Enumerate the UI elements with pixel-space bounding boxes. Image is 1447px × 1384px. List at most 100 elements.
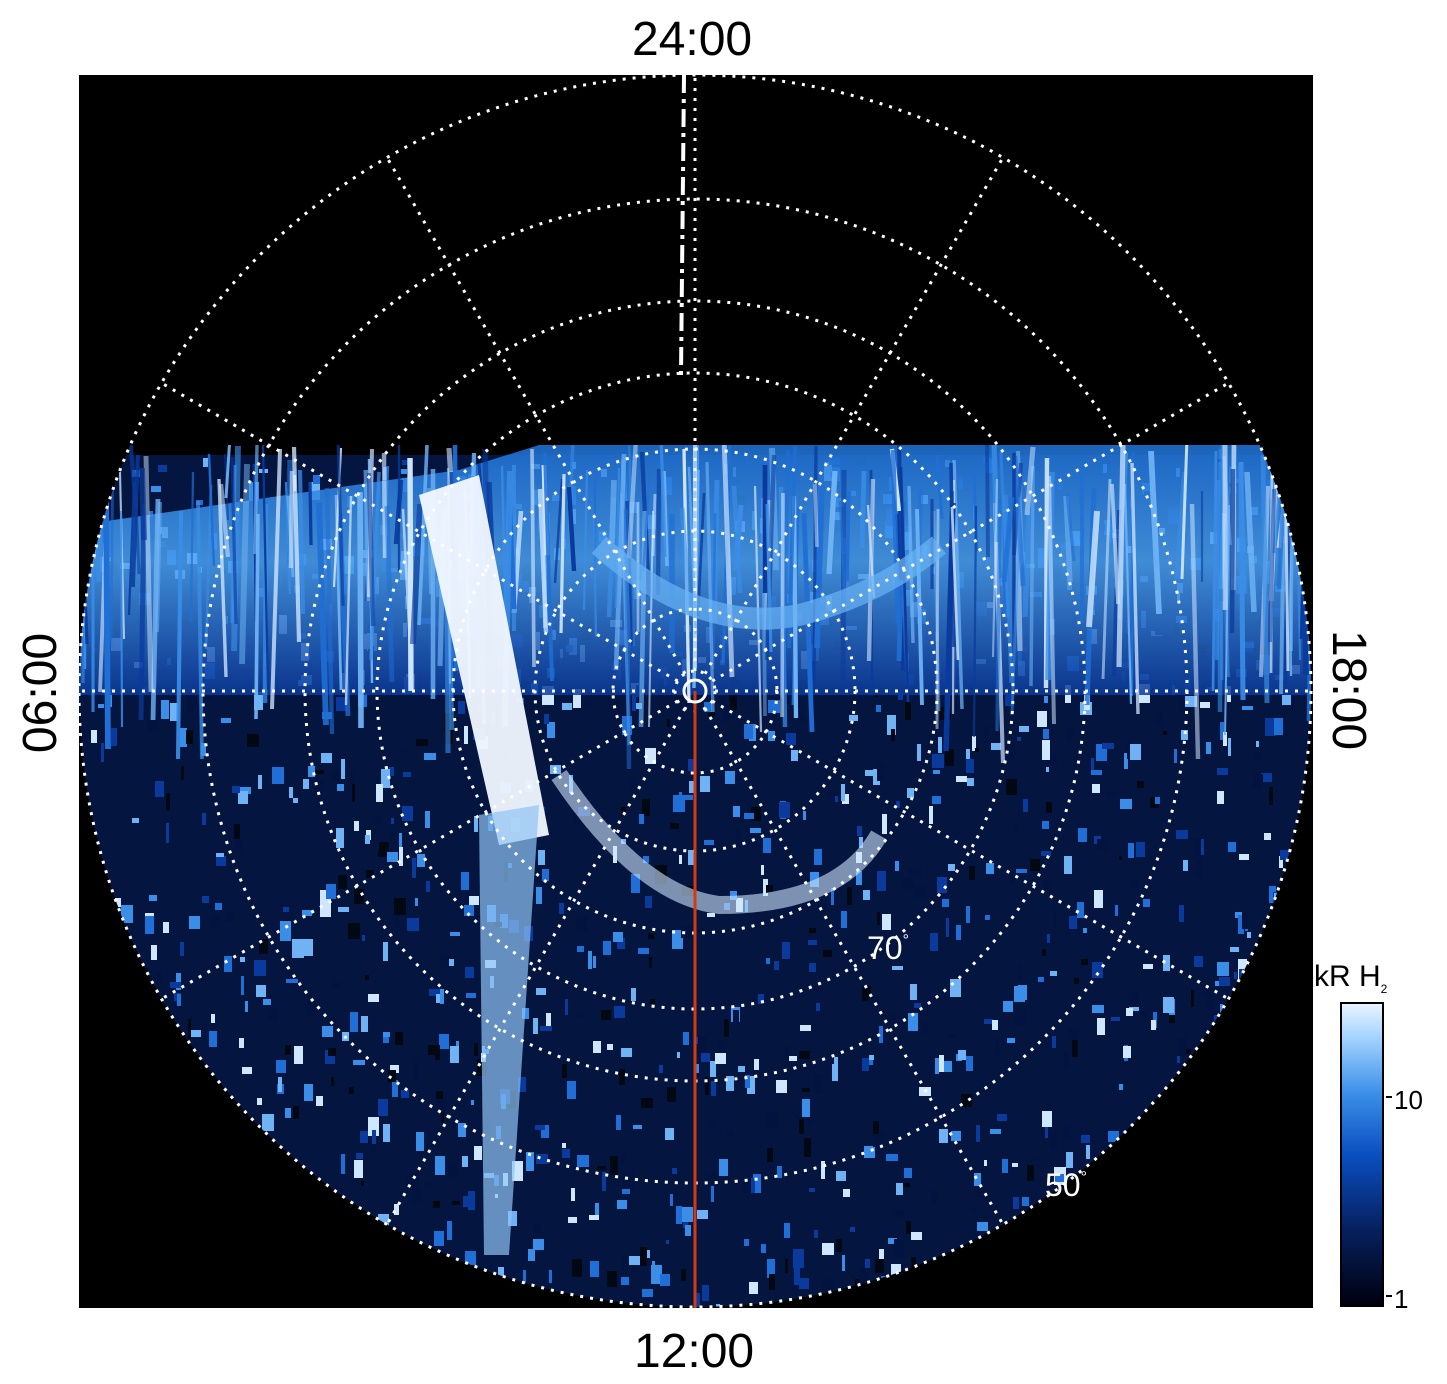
noise-speckle-cell bbox=[1005, 693, 1014, 706]
noise-speckle-cell bbox=[1163, 955, 1170, 971]
noise-speckle-cell bbox=[350, 773, 354, 783]
noise-speckle-cell bbox=[316, 1096, 323, 1106]
noise-speckle-cell bbox=[1311, 873, 1313, 887]
noise-speckle-cell bbox=[966, 1056, 973, 1071]
noise-speckle-cell bbox=[887, 1011, 896, 1026]
noise-speckle-cell bbox=[129, 1257, 133, 1261]
noise-speckle-cell bbox=[1129, 993, 1139, 1007]
noise-speckle-cell bbox=[1229, 1036, 1240, 1051]
noise-speckle-cell bbox=[1250, 1022, 1260, 1026]
auroral-streak bbox=[384, 505, 395, 683]
noise-speckle-cell bbox=[1041, 851, 1051, 856]
noise-speckle-cell bbox=[100, 884, 106, 902]
noise-speckle-cell bbox=[1220, 722, 1224, 740]
noise-speckle-cell bbox=[365, 835, 370, 844]
noise-speckle-cell bbox=[938, 1110, 950, 1127]
noise-speckle-cell bbox=[1081, 959, 1088, 965]
noise-speckle-cell bbox=[337, 784, 344, 791]
noise-speckle-cell bbox=[1100, 1277, 1107, 1292]
noise-speckle-cell bbox=[1279, 1134, 1287, 1141]
noise-speckle-cell bbox=[294, 1046, 303, 1064]
noise-speckle-cell bbox=[1086, 1145, 1090, 1159]
noise-speckle-cell bbox=[1282, 1120, 1292, 1137]
noise-speckle-cell bbox=[779, 802, 790, 818]
noise-speckle-cell bbox=[1106, 1253, 1111, 1258]
noise-speckle-cell bbox=[1132, 1179, 1140, 1185]
auroral-streak bbox=[935, 508, 940, 730]
noise-speckle-cell bbox=[113, 1232, 125, 1249]
noise-speckle-cell bbox=[595, 1203, 599, 1219]
noise-speckle-cell bbox=[1199, 1176, 1208, 1185]
latitude-circle bbox=[375, 371, 1015, 1011]
noise-speckle-cell bbox=[882, 814, 887, 834]
noise-speckle-cell bbox=[127, 1200, 130, 1212]
auroral-streak bbox=[626, 438, 639, 559]
auroral-streak bbox=[1292, 477, 1303, 550]
auroral-streak bbox=[890, 449, 901, 624]
noise-speckle-cell bbox=[1201, 1241, 1209, 1261]
noise-speckle-cell bbox=[639, 814, 644, 824]
noise-speckle-cell bbox=[1012, 1163, 1018, 1167]
noise-speckle-cell bbox=[192, 1181, 198, 1190]
noise-speckle-cell bbox=[774, 961, 779, 970]
noise-speckle-cell bbox=[153, 1010, 160, 1015]
noise-speckle-cell bbox=[1010, 872, 1015, 883]
noise-speckle-cell bbox=[1164, 1172, 1167, 1188]
noise-speckle-cell bbox=[133, 1233, 141, 1247]
noise-speckle-cell bbox=[629, 1256, 640, 1265]
noise-speckle-cell bbox=[1077, 902, 1084, 918]
noise-speckle-cell bbox=[1042, 949, 1046, 956]
noise-speckle-cell bbox=[650, 999, 655, 1004]
noise-speckle-cell bbox=[822, 1243, 834, 1255]
noise-speckle-cell bbox=[1064, 856, 1072, 874]
noise-speckle-cell bbox=[613, 932, 623, 942]
noise-speckle-cell bbox=[1213, 1237, 1217, 1254]
noise-speckle-cell bbox=[1182, 1220, 1190, 1230]
noise-speckle-cell bbox=[700, 776, 710, 792]
noise-speckle-cell bbox=[176, 1056, 183, 1070]
noise-speckle-cell bbox=[352, 784, 355, 802]
noise-speckle-cell bbox=[1242, 911, 1248, 929]
noise-speckle-cell bbox=[1290, 998, 1297, 1010]
noise-speckle-cell bbox=[702, 1285, 709, 1301]
auroral-streak bbox=[985, 440, 990, 558]
noise-speckle-cell bbox=[122, 1276, 126, 1296]
auroral-streak bbox=[1292, 464, 1298, 538]
noise-speckle-cell bbox=[94, 1273, 98, 1288]
noise-speckle-cell bbox=[633, 1125, 642, 1129]
noise-speckle-cell bbox=[842, 794, 849, 804]
noise-speckle-cell bbox=[974, 1173, 981, 1186]
noise-speckle-cell bbox=[688, 759, 696, 771]
noise-speckle-cell bbox=[1045, 756, 1057, 765]
noise-speckle-cell bbox=[412, 858, 416, 878]
noise-speckle-cell bbox=[180, 1262, 183, 1269]
auroral-streak bbox=[1130, 462, 1140, 715]
noise-speckle-cell bbox=[338, 1285, 343, 1299]
auroral-streak bbox=[614, 467, 621, 609]
noise-speckle-cell bbox=[433, 1201, 440, 1208]
noise-speckle-cell bbox=[1181, 730, 1188, 740]
noise-speckle-cell bbox=[815, 1074, 823, 1094]
noise-speckle-cell bbox=[975, 748, 979, 752]
auroral-streak bbox=[530, 448, 536, 668]
noise-speckle-cell bbox=[255, 1162, 260, 1166]
noise-speckle-cell bbox=[972, 736, 976, 751]
noise-speckle-cell bbox=[948, 864, 955, 871]
noise-speckle-cell bbox=[1046, 767, 1049, 772]
noise-speckle-cell bbox=[98, 704, 104, 708]
noise-speckle-cell bbox=[201, 1291, 206, 1302]
noise-speckle-cell bbox=[651, 1265, 662, 1284]
noise-speckle-cell bbox=[676, 1206, 682, 1224]
noise-speckle-cell bbox=[103, 960, 113, 973]
noise-speckle-cell bbox=[161, 700, 169, 719]
noise-speckle-cell bbox=[1234, 972, 1237, 979]
noise-speckle-cell bbox=[945, 749, 954, 766]
noise-speckle-cell bbox=[168, 1033, 177, 1037]
noise-speckle-cell bbox=[966, 759, 974, 773]
noise-speckle-cell bbox=[875, 1259, 884, 1273]
noise-speckle-cell bbox=[681, 1269, 686, 1281]
noise-speckle-cell bbox=[622, 1171, 634, 1190]
auroral-streak bbox=[1300, 435, 1308, 547]
noise-speckle-cell bbox=[665, 1128, 674, 1140]
noise-speckle-cell bbox=[286, 1174, 295, 1189]
